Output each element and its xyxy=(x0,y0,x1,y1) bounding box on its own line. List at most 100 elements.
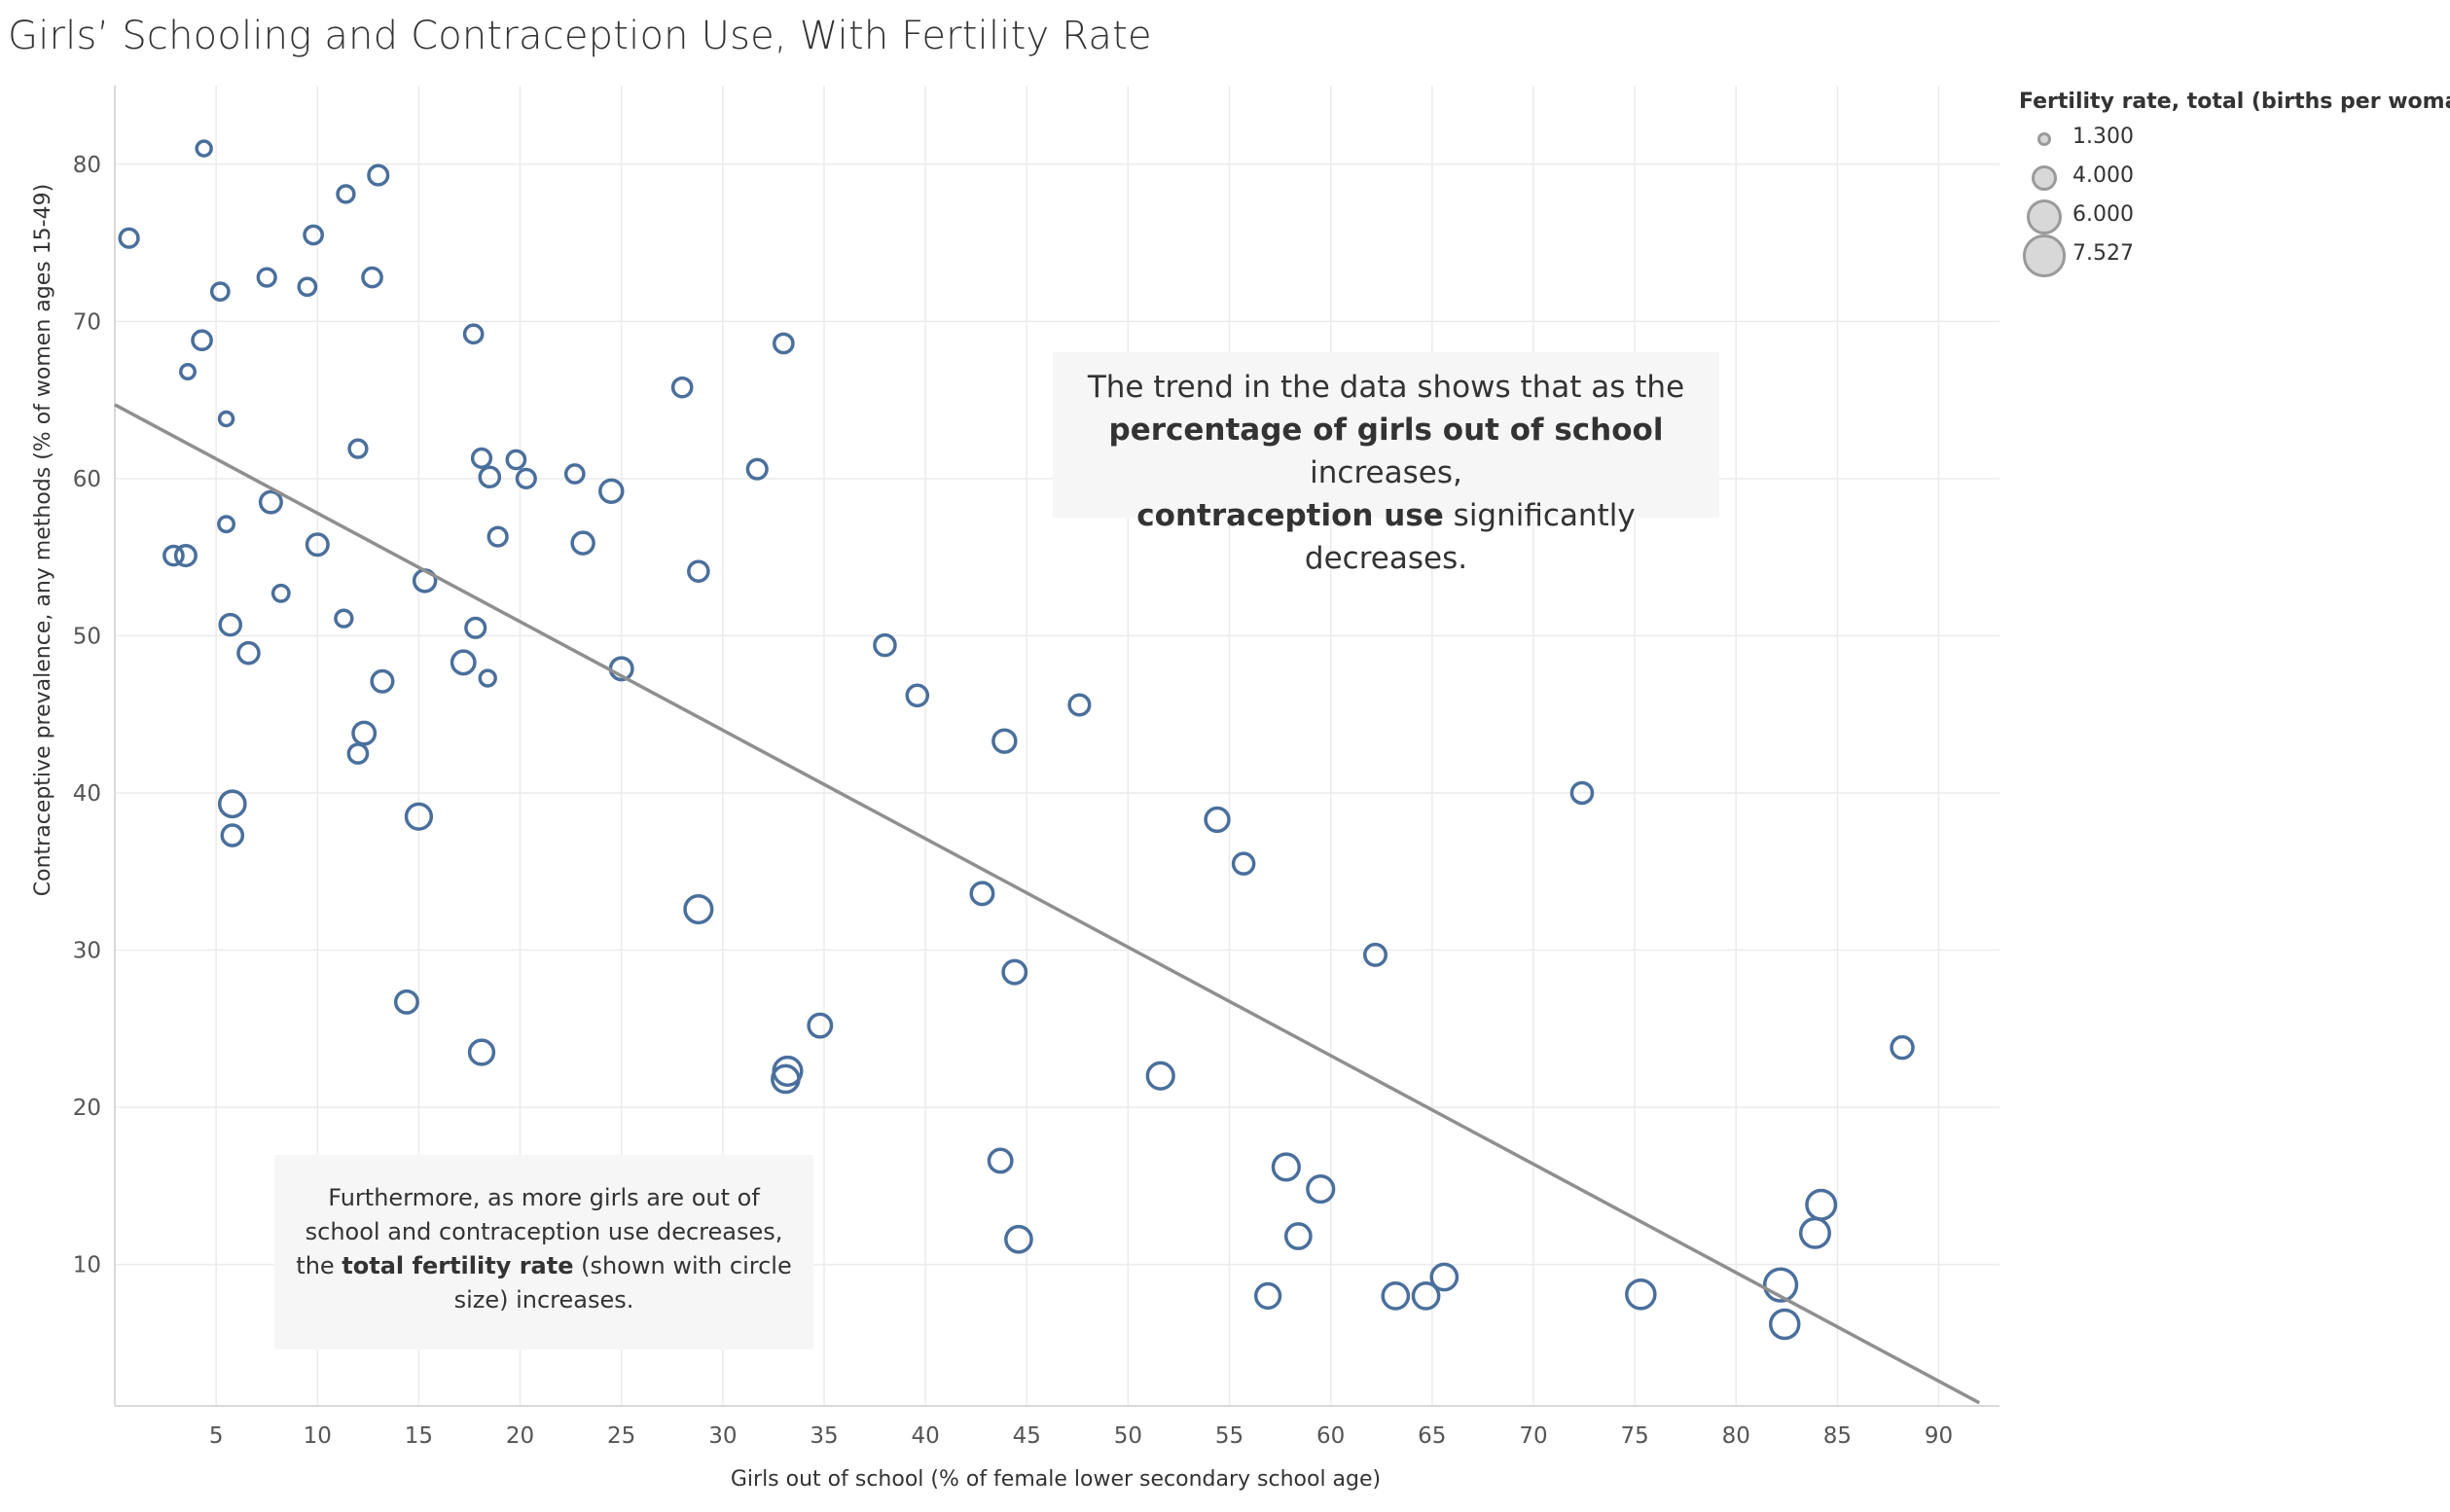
data-point[interactable] xyxy=(217,515,236,534)
data-point[interactable] xyxy=(464,616,487,639)
y-gridlines xyxy=(115,163,2000,1266)
size-legend-label: 6.000 xyxy=(2072,202,2134,227)
x-tick-label: 40 xyxy=(911,1423,939,1449)
data-point[interactable] xyxy=(1768,1308,1801,1341)
data-point[interactable] xyxy=(478,465,502,489)
data-point[interactable] xyxy=(1381,1281,1411,1311)
data-point[interactable] xyxy=(256,267,277,288)
x-tick-label: 15 xyxy=(405,1423,433,1449)
data-point[interactable] xyxy=(687,559,710,583)
data-point[interactable] xyxy=(570,530,595,556)
data-point[interactable] xyxy=(195,139,213,158)
size-legend-item: 4.000 xyxy=(2019,159,2450,198)
data-point[interactable] xyxy=(1145,1061,1175,1091)
x-tick-label: 20 xyxy=(506,1423,534,1449)
data-point[interactable] xyxy=(1625,1278,1657,1311)
data-point[interactable] xyxy=(873,632,897,658)
x-tick-label: 85 xyxy=(1823,1423,1852,1449)
data-point[interactable] xyxy=(1204,806,1231,834)
data-point[interactable] xyxy=(367,163,390,187)
data-point[interactable] xyxy=(1569,780,1595,806)
data-point[interactable] xyxy=(515,467,537,489)
size-legend-circle xyxy=(2037,132,2051,146)
y-tick-label: 30 xyxy=(73,939,101,964)
x-tick-labels: 5 10 15 20 25 30 35 40 45 50 55 60 65 70 75 80 85 90 xyxy=(209,1423,1953,1449)
data-point[interactable] xyxy=(1067,693,1092,717)
data-point[interactable] xyxy=(683,893,714,925)
data-point[interactable] xyxy=(772,332,795,355)
data-point[interactable] xyxy=(771,1063,801,1095)
data-point[interactable] xyxy=(1762,1267,1799,1303)
x-tick-label: 10 xyxy=(304,1423,332,1449)
data-point[interactable] xyxy=(1411,1281,1441,1311)
size-legend-circle xyxy=(2031,164,2058,192)
x-tick-label: 80 xyxy=(1722,1423,1750,1449)
data-point[interactable] xyxy=(220,823,245,847)
data-point[interactable] xyxy=(462,323,485,345)
x-tick-label: 90 xyxy=(1925,1423,1953,1449)
data-point[interactable] xyxy=(336,184,356,204)
data-point[interactable] xyxy=(1306,1173,1336,1205)
data-point[interactable] xyxy=(1231,851,1256,876)
data-point[interactable] xyxy=(162,544,185,567)
data-point[interactable] xyxy=(905,683,930,708)
y-axis-title: Contraceptive prevalence, any methods (%… xyxy=(31,183,55,897)
data-point[interactable] xyxy=(1362,942,1388,967)
data-point[interactable] xyxy=(370,668,395,694)
data-point[interactable] xyxy=(236,640,261,666)
data-point[interactable] xyxy=(361,266,383,289)
data-point[interactable] xyxy=(478,668,497,688)
data-point[interactable] xyxy=(297,276,318,298)
data-point[interactable] xyxy=(346,742,370,765)
trend-annotation: The trend in the data shows that as the … xyxy=(1053,352,1719,576)
data-point[interactable] xyxy=(209,281,231,303)
data-point[interactable] xyxy=(470,447,493,469)
data-point[interactable] xyxy=(670,376,694,399)
data-point[interactable] xyxy=(467,1038,496,1066)
data-point[interactable] xyxy=(807,1012,834,1039)
data-point[interactable] xyxy=(1001,958,1028,986)
data-point[interactable] xyxy=(173,543,198,568)
data-point[interactable] xyxy=(305,532,330,558)
data-point[interactable] xyxy=(217,410,235,428)
data-point[interactable] xyxy=(303,224,324,246)
x-tick-label: 45 xyxy=(1013,1423,1041,1449)
data-point[interactable] xyxy=(1798,1216,1831,1249)
data-point[interactable] xyxy=(505,449,527,471)
data-point[interactable] xyxy=(969,881,995,907)
data-point[interactable] xyxy=(486,525,509,548)
data-point[interactable] xyxy=(347,438,369,459)
data-point[interactable] xyxy=(991,728,1018,754)
data-point[interactable] xyxy=(118,227,140,249)
data-point[interactable] xyxy=(1890,1034,1915,1061)
size-legend-circle xyxy=(2026,198,2063,235)
data-point[interactable] xyxy=(563,463,586,485)
size-legend-item: 7.527 xyxy=(2019,234,2450,277)
fertility-annotation-line-3: the total fertility rate (shown with cir… xyxy=(296,1252,792,1279)
x-tick-label: 30 xyxy=(708,1423,737,1449)
data-point[interactable] xyxy=(334,608,354,629)
data-point[interactable] xyxy=(1429,1262,1459,1292)
data-point[interactable] xyxy=(351,720,378,746)
trend-line xyxy=(114,403,1980,1405)
data-point[interactable] xyxy=(178,363,197,381)
data-point[interactable] xyxy=(1805,1188,1838,1221)
data-point[interactable] xyxy=(450,649,477,676)
x-tick-label: 65 xyxy=(1418,1423,1446,1449)
data-point[interactable] xyxy=(1283,1222,1313,1250)
data-point[interactable] xyxy=(258,489,283,515)
data-point[interactable] xyxy=(1253,1281,1282,1311)
data-point[interactable] xyxy=(218,612,242,637)
fertility-annotation-line-4: size) increases. xyxy=(453,1286,634,1314)
data-point[interactable] xyxy=(217,789,247,819)
data-point[interactable] xyxy=(1004,1224,1033,1254)
chart-title: Girls’ Schooling and Contraception Use, … xyxy=(8,14,1152,58)
data-point[interactable] xyxy=(987,1147,1014,1174)
data-point[interactable] xyxy=(393,989,419,1015)
data-point[interactable] xyxy=(598,478,625,505)
data-point[interactable] xyxy=(191,329,213,352)
data-point[interactable] xyxy=(270,583,291,603)
data-point[interactable] xyxy=(745,457,769,481)
data-point[interactable] xyxy=(1271,1152,1301,1182)
data-point[interactable] xyxy=(404,802,434,831)
